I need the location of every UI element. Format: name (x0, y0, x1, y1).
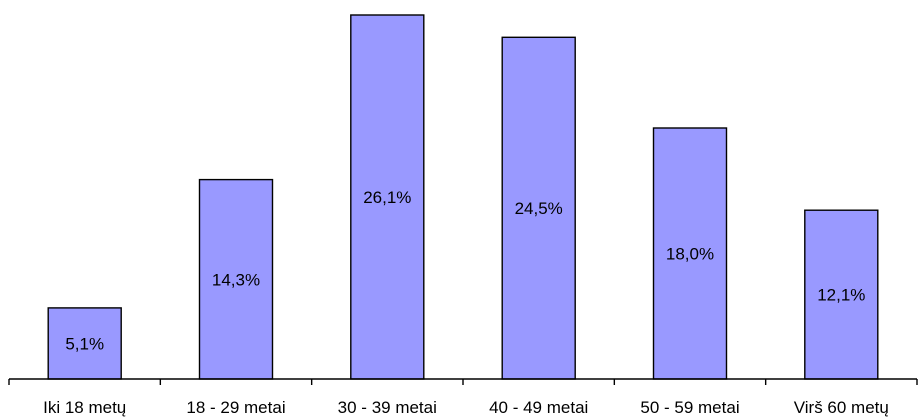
data-label-6: 12,1% (817, 286, 865, 305)
bar-4 (501, 36, 576, 380)
data-labels-group: 5,1% 14,3% 26,1% 24,5% 18,0% 12,1% (65, 188, 865, 353)
data-label-4: 24,5% (515, 199, 563, 218)
bar-6 (804, 209, 879, 380)
data-label-5: 18,0% (666, 245, 714, 264)
bars-group (47, 14, 879, 380)
data-label-3: 26,1% (363, 188, 411, 207)
x-tick-label-3: 30 - 39 metai (338, 398, 437, 417)
bar-2 (198, 178, 274, 380)
x-tick-label-5: 50 - 59 metai (640, 398, 739, 417)
x-tick-label-4: 40 - 49 metai (489, 398, 588, 417)
x-axis-ticks (8, 379, 918, 385)
bar-3 (350, 14, 425, 380)
data-label-2: 14,3% (212, 270, 260, 289)
x-tick-label-2: 18 - 29 metai (186, 398, 285, 417)
data-label-1: 5,1% (65, 334, 104, 353)
bar-1 (47, 307, 122, 380)
x-tick-label-6: Virš 60 metų (794, 398, 889, 417)
bar-5 (652, 127, 728, 380)
x-axis-tick-labels: Iki 18 metų 18 - 29 metai 30 - 39 metai 40 … (43, 398, 889, 417)
x-tick-label-1: Iki 18 metų (43, 398, 126, 417)
